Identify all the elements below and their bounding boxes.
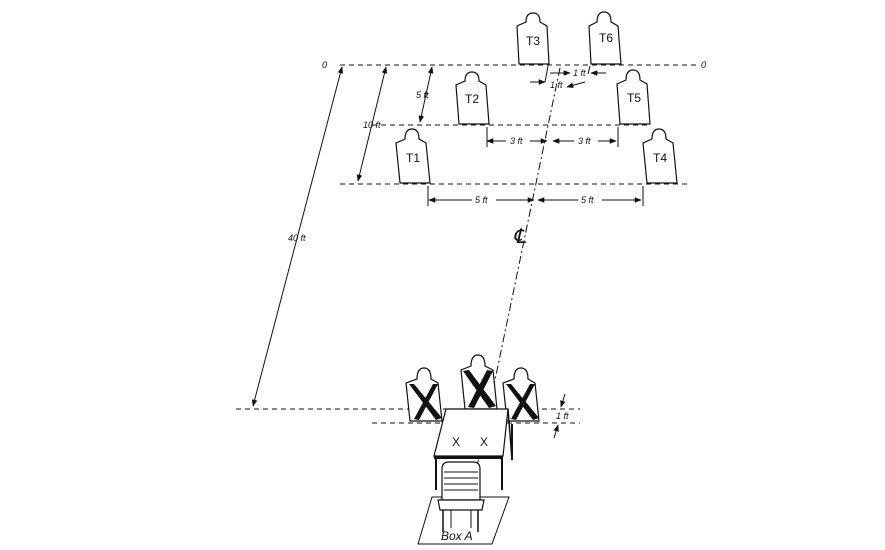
dim-1ft-a-label: 1 ft bbox=[573, 68, 586, 78]
no-shoot-target-left bbox=[405, 367, 443, 422]
target-t4: T4 bbox=[642, 128, 678, 184]
target-label-t5: T5 bbox=[627, 91, 641, 105]
dim-1ft-bottom-label: 1 ft bbox=[556, 411, 569, 421]
target-t6: T6 bbox=[588, 11, 622, 65]
dim-5ft-side-arrow bbox=[418, 66, 434, 123]
target-label-t1: T1 bbox=[406, 151, 420, 165]
target-label-t2: T2 bbox=[465, 92, 479, 106]
dim-1ft-b-label: 1 ft bbox=[550, 80, 563, 90]
centerline-symbol: ℄ bbox=[513, 226, 527, 248]
dim-5ft-side-label: 5 ft bbox=[416, 90, 429, 100]
dim-3ft-left-label: 3 ft bbox=[510, 136, 523, 146]
target-label-t6: T6 bbox=[599, 31, 613, 45]
tick-t6 bbox=[587, 65, 591, 75]
chair bbox=[437, 461, 485, 532]
dim-5ft-left-bg bbox=[472, 193, 496, 204]
no-shoot-target-center bbox=[460, 354, 498, 410]
zero-label-right: 0 bbox=[701, 60, 706, 70]
dim-40ft-label: 40 ft bbox=[288, 233, 306, 243]
tick-t3 bbox=[544, 65, 549, 83]
dim-3ft-left-bg bbox=[506, 134, 530, 145]
dim-3ft-right-label: 3 ft bbox=[578, 136, 591, 146]
dim-40ft-arrow bbox=[251, 66, 344, 407]
dim-10ft-side-label: 10 ft bbox=[363, 120, 381, 130]
dim-3ft-right-bg bbox=[574, 134, 598, 145]
dim-5ft-right-bg bbox=[578, 193, 602, 204]
table-mark-right: X bbox=[480, 435, 488, 449]
target-label-t3: T3 bbox=[526, 34, 540, 48]
table: X X bbox=[433, 408, 513, 490]
dim-5ft-right-label: 5 ft bbox=[581, 195, 594, 205]
centerline bbox=[469, 67, 561, 501]
table-mark-left: X bbox=[452, 435, 460, 449]
target-t3: T3 bbox=[516, 12, 550, 65]
no-shoot-target-right bbox=[502, 367, 540, 422]
target-t1: T1 bbox=[395, 128, 431, 184]
dim-10ft-side-arrow bbox=[356, 66, 388, 182]
dim-5ft-left-label: 5 ft bbox=[475, 195, 488, 205]
target-t5: T5 bbox=[616, 69, 651, 125]
dim-1ft-b-arrow-right bbox=[566, 81, 586, 89]
dim-1ft-bottom-arrow-top bbox=[560, 393, 566, 408]
zero-label-left: 0 bbox=[322, 60, 327, 70]
target-t2: T2 bbox=[455, 71, 490, 125]
target-label-t4: T4 bbox=[653, 151, 667, 165]
dim-1ft-bottom-arrow-bottom bbox=[553, 424, 559, 439]
box-a-label: Box A bbox=[441, 529, 473, 543]
